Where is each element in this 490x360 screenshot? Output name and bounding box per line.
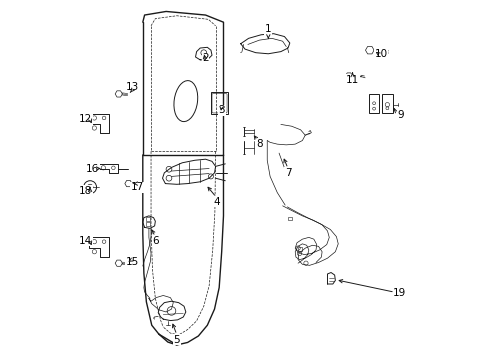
Text: 18: 18 — [79, 186, 92, 196]
Bar — [368, 94, 379, 113]
Bar — [211, 92, 228, 114]
Text: 2: 2 — [202, 53, 209, 63]
Text: 13: 13 — [125, 82, 139, 92]
Text: 7: 7 — [285, 168, 292, 178]
Text: 10: 10 — [375, 49, 388, 59]
Text: 1: 1 — [265, 24, 271, 35]
Text: 3: 3 — [219, 105, 225, 115]
Text: 16: 16 — [86, 164, 99, 174]
Bar — [146, 217, 150, 221]
Text: 4: 4 — [213, 197, 220, 207]
Text: 8: 8 — [256, 139, 263, 149]
Bar — [382, 94, 393, 113]
Bar — [146, 222, 150, 226]
Text: 15: 15 — [125, 257, 139, 267]
Text: 17: 17 — [131, 182, 144, 192]
Text: 12: 12 — [79, 114, 92, 124]
Text: 14: 14 — [79, 236, 92, 246]
Text: 11: 11 — [346, 75, 359, 85]
Bar — [298, 247, 302, 251]
Text: 6: 6 — [152, 236, 159, 246]
Text: 5: 5 — [173, 334, 180, 345]
Text: 9: 9 — [398, 111, 404, 121]
Text: 19: 19 — [392, 288, 406, 298]
Bar — [288, 217, 293, 220]
